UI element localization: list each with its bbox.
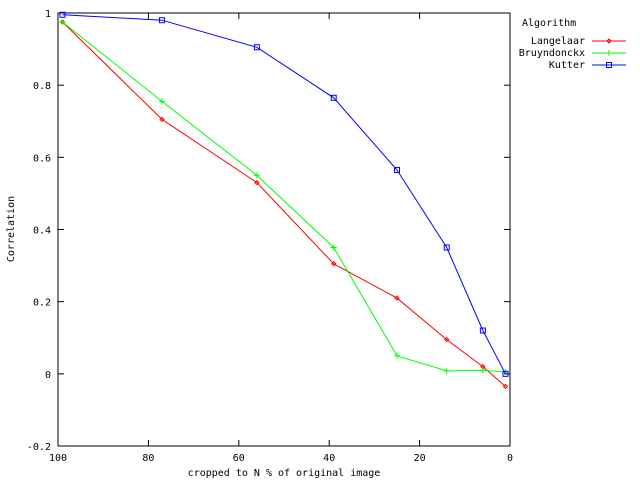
x-tick-label: 60 <box>233 453 245 464</box>
y-tick-label: 0.2 <box>33 298 51 309</box>
x-tick-label: 0 <box>507 453 513 464</box>
series-line-bruyndonckx <box>62 21 506 373</box>
legend-label-bruyndonckx: Bruyndonckx <box>519 48 585 59</box>
data-point-kutter <box>502 370 509 377</box>
x-axis-ticks: 100 80 60 40 20 0 <box>49 13 513 464</box>
y-axis-label: Correlation <box>6 196 17 262</box>
x-tick-label: 40 <box>323 453 335 464</box>
data-point-kutter <box>394 166 400 173</box>
legend-title: Algorithm <box>522 18 576 29</box>
y-axis-ticks: -0.2 0 0.2 0.4 0.6 0.8 1 <box>27 9 510 453</box>
data-point-langelaar <box>331 261 337 267</box>
y-tick-label: 0.6 <box>33 153 51 164</box>
data-point-kutter <box>330 94 337 101</box>
data-point-kutter <box>443 244 450 251</box>
y-tick-label: 0.4 <box>33 226 51 237</box>
x-tick-label: 80 <box>142 453 154 464</box>
data-point-bruyndonckx <box>479 367 486 374</box>
data-point-bruyndonckx <box>330 244 337 251</box>
x-axis-label: cropped to N % of original image <box>188 468 381 479</box>
data-point-kutter <box>59 11 66 18</box>
data-point-langelaar <box>394 295 400 301</box>
x-tick-label: 100 <box>49 453 67 464</box>
legend-marker-kutter <box>606 62 612 68</box>
plot-frame <box>57 12 511 447</box>
data-point-bruyndonckx <box>394 352 400 359</box>
y-tick-label: 0.8 <box>33 81 51 92</box>
data-point-bruyndonckx <box>59 19 66 26</box>
data-point-kutter <box>479 327 486 334</box>
legend-marker-bruyndonckx <box>606 50 612 56</box>
series-langelaar <box>59 19 509 390</box>
series-kutter <box>59 11 509 377</box>
data-point-kutter <box>253 44 260 51</box>
y-tick-label: 0 <box>45 370 51 381</box>
legend-marker-langelaar <box>606 38 612 44</box>
series-line-langelaar <box>62 21 506 387</box>
series-bruyndonckx <box>59 19 509 376</box>
data-point-bruyndonckx <box>253 172 260 179</box>
x-tick-label: 20 <box>414 453 426 464</box>
legend-label-kutter: Kutter <box>549 60 585 71</box>
data-point-kutter <box>158 17 165 24</box>
data-point-langelaar <box>159 116 165 123</box>
y-tick-label: 1 <box>45 9 51 20</box>
data-point-langelaar <box>444 336 450 343</box>
data-point-langelaar <box>502 383 509 390</box>
data-point-langelaar <box>254 179 260 186</box>
y-tick-label: -0.2 <box>27 442 51 453</box>
legend-label-langelaar: Langelaar <box>531 36 585 47</box>
data-point-bruyndonckx <box>158 98 165 105</box>
series-layer <box>59 11 509 390</box>
data-point-bruyndonckx <box>443 367 450 374</box>
series-line-kutter <box>62 14 506 375</box>
